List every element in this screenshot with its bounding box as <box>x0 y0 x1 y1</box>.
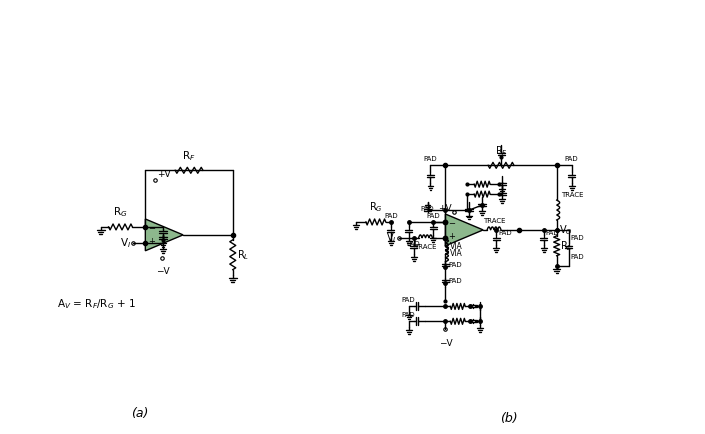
Text: VIA: VIA <box>450 242 463 251</box>
Text: PAD: PAD <box>570 235 584 241</box>
Text: TRACE: TRACE <box>483 218 505 224</box>
Text: PAD: PAD <box>421 206 434 212</box>
Text: PAD: PAD <box>402 312 415 319</box>
Text: R$_L$: R$_L$ <box>237 248 249 262</box>
Text: TRACE: TRACE <box>415 244 437 250</box>
Text: VIA: VIA <box>450 249 463 258</box>
Text: R$_F$: R$_F$ <box>183 150 196 163</box>
Text: V$_O$: V$_O$ <box>558 223 572 237</box>
Text: PAD: PAD <box>448 262 462 268</box>
Text: PAD: PAD <box>427 213 441 219</box>
Text: (b): (b) <box>500 412 517 425</box>
Text: −V: −V <box>157 266 170 276</box>
Text: +: + <box>448 232 455 241</box>
Text: PAD: PAD <box>498 230 512 236</box>
Text: R$_G$: R$_G$ <box>369 200 383 214</box>
Text: PAD: PAD <box>448 278 462 283</box>
Text: PAD: PAD <box>384 213 398 219</box>
Text: A$_V$ = R$_F$/R$_G$ + 1: A$_V$ = R$_F$/R$_G$ + 1 <box>57 298 136 311</box>
Text: +V: +V <box>157 170 171 179</box>
Text: +: + <box>148 237 155 246</box>
Text: PAD: PAD <box>402 297 415 303</box>
Text: (a): (a) <box>130 407 148 420</box>
Text: TRACE: TRACE <box>560 192 583 198</box>
Polygon shape <box>145 219 183 251</box>
Text: PAD: PAD <box>546 230 559 236</box>
Text: −: − <box>148 224 155 233</box>
Text: PAD: PAD <box>570 254 584 260</box>
Polygon shape <box>446 214 483 246</box>
Text: PAD: PAD <box>424 156 437 162</box>
Text: −V: −V <box>439 339 452 348</box>
Text: R$_G$: R$_G$ <box>114 205 128 219</box>
Text: +V: +V <box>438 204 451 213</box>
Text: PAD: PAD <box>407 241 420 247</box>
Text: V$_I$: V$_I$ <box>121 236 131 250</box>
Text: R$_F$: R$_F$ <box>495 145 508 158</box>
Text: PAD: PAD <box>565 156 578 162</box>
Text: −: − <box>448 219 455 228</box>
Text: V$_I$: V$_I$ <box>386 231 397 245</box>
Text: R$_L$: R$_L$ <box>560 239 572 253</box>
